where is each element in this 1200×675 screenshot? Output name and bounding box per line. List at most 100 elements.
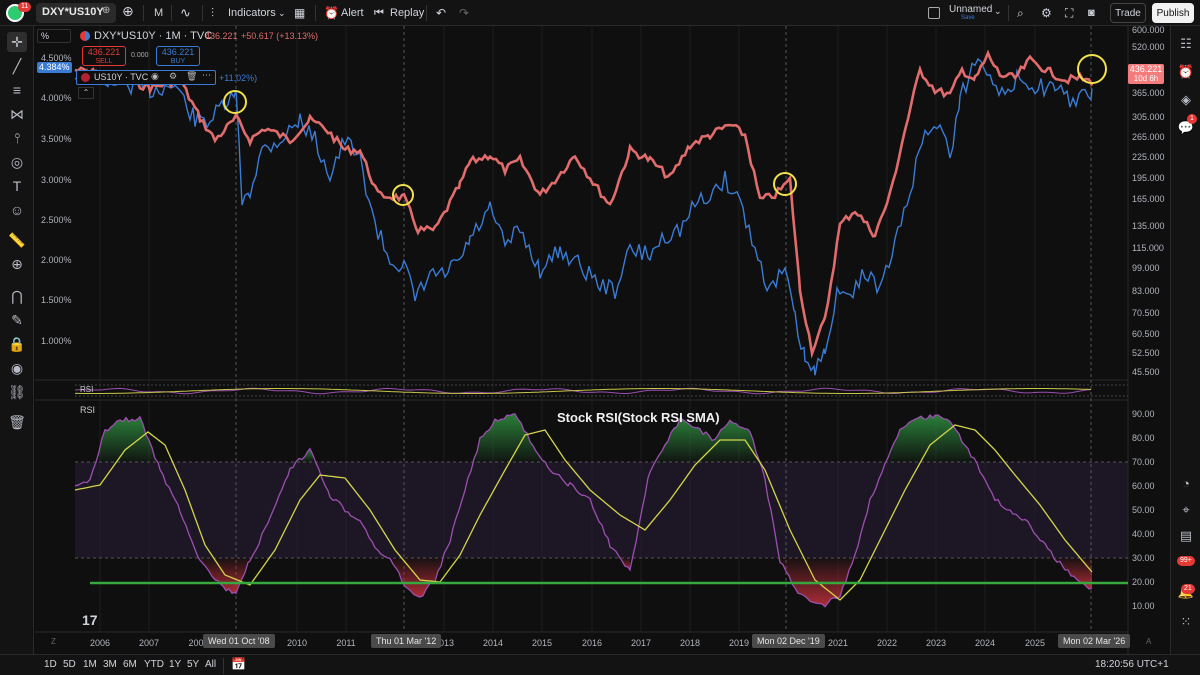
replay-icon[interactable]: ⏮ xyxy=(374,7,384,19)
alerts-icon[interactable]: ⏰ xyxy=(1177,64,1195,79)
trade-button[interactable]: Trade xyxy=(1110,3,1146,23)
percent-toggle[interactable]: % xyxy=(37,29,71,43)
apps-icon[interactable]: ⁙ xyxy=(1180,614,1192,629)
time-axis-label: 2011 xyxy=(336,638,356,648)
undo-icon[interactable]: ↶ xyxy=(436,6,447,20)
stay-drawing-icon[interactable]: ✎ xyxy=(11,312,23,328)
layouts-icon[interactable]: ▦ xyxy=(294,6,306,20)
lock-icon[interactable]: 🔒 xyxy=(8,336,26,352)
trash-icon[interactable]: 🗑 xyxy=(186,71,198,81)
emoji-icon[interactable]: ☺ xyxy=(9,202,25,218)
link-icon[interactable]: ⛓ xyxy=(8,384,26,400)
brush-icon[interactable]: ◎ xyxy=(10,154,24,170)
publish-button[interactable]: Publish xyxy=(1152,3,1194,23)
timeframe-button[interactable]: YTD xyxy=(144,659,164,670)
calendar-icon[interactable]: ▤ xyxy=(1179,528,1193,543)
collapse-legend-button[interactable]: ⌃ xyxy=(78,87,94,99)
fullscreen-icon[interactable]: ⛶ xyxy=(1065,6,1074,20)
chevron-down-icon[interactable]: ⌄ xyxy=(278,8,286,18)
watchlist-icon[interactable]: ☷ xyxy=(1180,36,1192,51)
rsi-pane-label: RSI xyxy=(80,405,96,415)
timeframe-button[interactable]: All xyxy=(205,659,217,670)
timeframe-button[interactable]: 5D xyxy=(63,659,76,670)
more-icon[interactable]: ⋯ xyxy=(202,70,211,80)
snapshot-icon[interactable]: ◙ xyxy=(1088,7,1095,19)
time-axis-label: 2021 xyxy=(827,638,849,648)
interval-button[interactable]: M xyxy=(154,7,164,19)
highlight-circle xyxy=(1077,54,1107,84)
timeframe-button[interactable]: 3M xyxy=(103,659,117,670)
symbol-info-icon[interactable]: ⊕ xyxy=(102,5,111,16)
settings-icon[interactable]: ⚙ xyxy=(1041,6,1052,20)
main-legend-change: +50.617 (+13.13%) xyxy=(241,31,319,41)
current-price-tag: 436.221 10d 6h xyxy=(1128,64,1164,84)
timeframe-button[interactable]: 1Y xyxy=(169,659,182,670)
rsi-axis-label: 30.00 xyxy=(1132,553,1155,563)
timeframe-button[interactable]: 6M xyxy=(123,659,137,670)
chevron-down-icon[interactable]: ⌄ xyxy=(994,6,1002,16)
rsi-zone-fill xyxy=(656,418,759,462)
redo-icon[interactable]: ↷ xyxy=(459,6,470,20)
quick-search-icon[interactable]: ⌕ xyxy=(1017,6,1024,20)
indicators-button[interactable]: Indicators xyxy=(228,7,276,19)
hide-icon[interactable]: ◉ xyxy=(10,360,24,376)
chart-canvas[interactable]: 17 xyxy=(35,26,1170,654)
text-icon[interactable]: T xyxy=(12,178,22,194)
widget-toolbar: ☷ ⏰ ◈ 💬 1 ◔ ⌖ ▤ ✉ 99+ 🔔 21 ⁙ xyxy=(1170,26,1200,656)
hotlist-icon[interactable]: ◔ xyxy=(1182,476,1190,491)
pattern-icon[interactable]: ⋈ xyxy=(10,106,24,122)
layout-name[interactable]: Unnamed xyxy=(949,4,993,15)
replay-button[interactable]: Replay xyxy=(390,7,425,19)
compare-legend-change: +11.02%) xyxy=(219,73,258,83)
highlight-circle xyxy=(223,90,247,114)
spread-value: 0.000 xyxy=(131,52,149,59)
trash-icon[interactable]: 🗑 xyxy=(8,414,26,430)
zoom-in-icon[interactable]: ⊕ xyxy=(11,256,23,272)
layers-icon[interactable]: ◈ xyxy=(1181,92,1191,107)
rsi-zone-fill xyxy=(622,558,630,571)
percent-axis-label: 2.000% xyxy=(41,255,72,265)
time-axis-label: 2016 xyxy=(581,638,603,648)
crosshair-date-label: Mon 02 Mar '26 xyxy=(1058,634,1131,648)
main-legend-title[interactable]: DXY*US10Y · 1M · TVC xyxy=(94,30,213,42)
settings-icon[interactable]: ⚙ xyxy=(169,71,178,81)
time-axis-a: A xyxy=(1146,637,1152,646)
clock-label[interactable]: 18:20:56 UTC+1 xyxy=(1095,659,1169,670)
price-axis-label: 99.000 xyxy=(1132,263,1160,273)
trend-line-icon[interactable]: ╱ xyxy=(12,58,22,74)
price-axis-label: 520.000 xyxy=(1132,42,1165,52)
time-axis-label: 2014 xyxy=(482,638,504,648)
chart-type-icon[interactable]: ∿ xyxy=(180,5,191,20)
time-axis-label: 2017 xyxy=(630,638,652,648)
indicators-icon[interactable]: ⫶ xyxy=(211,6,215,20)
eye-icon[interactable]: ◉ xyxy=(151,71,159,81)
drawing-toolbar: ✛ ╱ ≡ ⋈ ⫯ ◎ T ☺ 📏 ⊕ ⋂ ✎ 🔒 ◉ ⛓ 🗑 xyxy=(0,26,34,656)
time-axis-label: 2010 xyxy=(286,638,308,648)
date-range-icon[interactable]: 📅 xyxy=(231,657,246,671)
compare-legend-symbol: US10Y · TVC xyxy=(94,72,149,82)
time-axis-label: 2024 xyxy=(974,638,996,648)
alert-icon[interactable]: ⏰ xyxy=(324,6,339,20)
crosshair-date-label: Mon 02 Dec '19 xyxy=(752,634,825,648)
magnet-icon[interactable]: ⋂ xyxy=(11,288,23,304)
buy-button[interactable]: 436.221 BUY xyxy=(156,46,200,66)
time-axis-label: 2023 xyxy=(925,638,947,648)
compare-legend[interactable]: US10Y · TVC ◉ ⚙ 🗑 ⋯ xyxy=(76,70,216,85)
bottom-toolbar: 1D 5D 1M 3M 6M YTD 1Y 5Y All 📅 18:20:56 UTC+1 xyxy=(0,654,1200,675)
add-symbol-icon[interactable]: ⊕ xyxy=(122,3,134,19)
timeframe-button[interactable]: 1M xyxy=(83,659,97,670)
prediction-icon[interactable]: ⫯ xyxy=(13,130,21,146)
current-price-label: 436.221 xyxy=(1129,64,1163,74)
symbol-search-button[interactable]: DXY*US10Y ⊕ xyxy=(36,3,116,23)
alert-button[interactable]: Alert xyxy=(341,7,364,19)
fib-retracement-icon[interactable]: ≡ xyxy=(12,82,22,98)
target-icon[interactable]: ⌖ xyxy=(1182,502,1190,517)
crosshair-icon[interactable]: ✛ xyxy=(7,32,27,52)
layout-checkbox[interactable] xyxy=(928,7,940,19)
rsi-zone-fill xyxy=(474,413,545,462)
timeframe-button[interactable]: 5Y xyxy=(187,659,200,670)
ruler-icon[interactable]: 📏 xyxy=(8,232,26,248)
timeframe-button[interactable]: 1D xyxy=(44,659,57,670)
sell-button[interactable]: 436.221 SELL xyxy=(82,46,126,66)
us10y-series-line xyxy=(74,57,1093,376)
